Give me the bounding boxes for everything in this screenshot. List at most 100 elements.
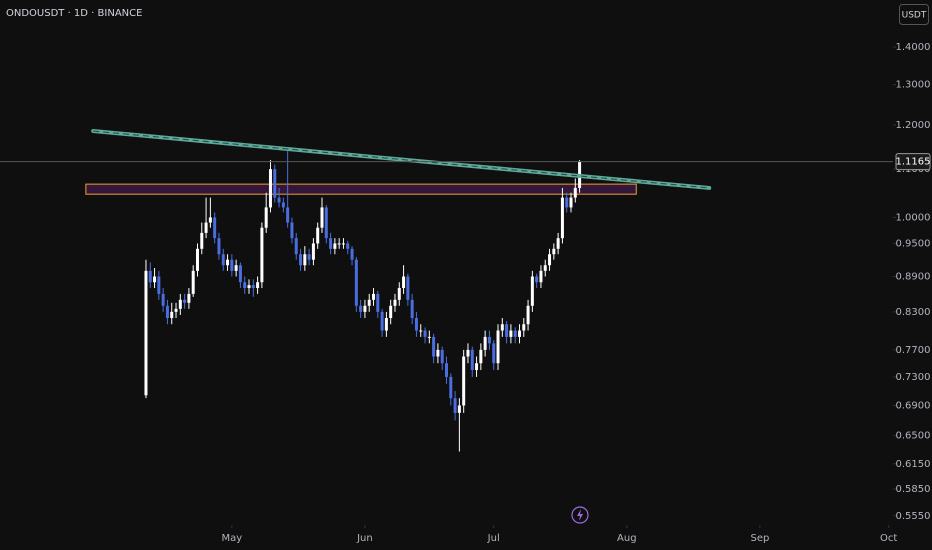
candle-body	[281, 202, 285, 208]
y-tick-label: 0.7300	[896, 372, 931, 383]
candle-body	[483, 336, 487, 350]
candle-body	[397, 288, 401, 300]
candle-body	[560, 197, 564, 239]
zone	[85, 183, 637, 195]
candle-body	[470, 349, 474, 371]
candle-body	[221, 254, 225, 266]
candle-body	[440, 349, 444, 364]
candle-body	[251, 285, 255, 289]
y-tick-label: 0.6900	[896, 400, 931, 411]
candle-body	[153, 276, 157, 283]
candle-body	[329, 238, 333, 249]
x-tick-label: Oct	[880, 533, 897, 544]
candle-body	[479, 349, 483, 364]
candle-body	[414, 318, 418, 331]
y-tick-label: 1.0000	[896, 212, 931, 223]
candle-body	[350, 248, 354, 260]
candle-body	[427, 336, 431, 338]
y-tick-label: 0.5850	[896, 484, 931, 495]
candle-body	[535, 276, 539, 283]
candle-body	[333, 243, 337, 249]
candle-body	[187, 293, 191, 303]
candle-body	[384, 318, 388, 331]
candle-body	[462, 356, 466, 406]
x-tick-label: Aug	[617, 533, 637, 544]
candle-body	[256, 282, 260, 289]
candle-body	[509, 330, 513, 337]
candle-body	[299, 254, 303, 266]
y-tick-label: 0.7700	[896, 345, 931, 356]
y-tick-label: 0.6150	[896, 459, 931, 470]
x-tick-label: Jul	[487, 533, 500, 544]
candle-body	[226, 259, 230, 266]
candle-body	[359, 305, 363, 312]
candle-body	[170, 311, 174, 319]
candle-body	[191, 270, 195, 294]
candle-body	[376, 293, 380, 312]
candle-body	[217, 238, 221, 255]
currency-label[interactable]: USDT	[902, 11, 927, 21]
candle-body	[213, 217, 217, 239]
candle-body	[389, 305, 393, 319]
candle-body	[230, 259, 234, 271]
candle-body	[157, 276, 161, 294]
candle-body	[406, 276, 410, 300]
candle-body	[500, 324, 504, 331]
candle-body	[165, 305, 169, 319]
y-tick-label: 1.3000	[896, 80, 931, 91]
candle-body	[354, 259, 358, 306]
candle-body	[290, 222, 294, 239]
y-tick-label: 0.9500	[896, 238, 931, 249]
y-tick-label: 0.5550	[896, 511, 931, 522]
candle-body	[148, 270, 152, 283]
candle-body	[247, 285, 251, 289]
candle-body	[286, 207, 290, 223]
candle-body	[316, 227, 320, 244]
candle-body	[174, 308, 178, 312]
candle-body	[363, 305, 367, 312]
y-tick-label: 0.8300	[896, 307, 931, 318]
candle-body	[277, 197, 281, 203]
candle-body	[144, 270, 148, 396]
x-tick-label: Sep	[750, 533, 769, 544]
candle-body	[303, 254, 307, 266]
candle-body	[402, 276, 406, 289]
candle-body	[320, 207, 324, 228]
candle-body	[337, 243, 341, 245]
candle-body	[565, 197, 569, 208]
candle-body	[260, 227, 264, 283]
replay-icon[interactable]	[571, 506, 589, 524]
trendline-dash	[93, 130, 710, 189]
candle-body	[161, 293, 165, 306]
candle-body	[372, 293, 376, 300]
x-tick-label: Jun	[356, 533, 373, 544]
candle-body	[444, 363, 449, 377]
candle-body	[487, 336, 491, 344]
candle-body	[539, 270, 543, 283]
candle-body	[569, 197, 573, 208]
candle-body	[513, 330, 517, 337]
candle-body	[423, 330, 427, 337]
x-tick-label: May	[221, 533, 242, 544]
candle-body	[522, 324, 526, 331]
candle-body	[268, 169, 272, 208]
candle-body	[195, 248, 199, 271]
candle-body	[273, 169, 277, 198]
candle-body	[307, 254, 311, 260]
candle-body	[496, 330, 500, 364]
candle-body	[341, 243, 345, 245]
candle-body	[436, 349, 440, 357]
candle-body	[208, 217, 212, 223]
y-tick-label: 1.2000	[896, 120, 931, 131]
candle-body	[526, 305, 530, 325]
candle-body	[449, 376, 453, 399]
candle-body	[183, 299, 187, 303]
currency-button[interactable]	[899, 4, 929, 25]
candle-body	[552, 248, 556, 255]
candle-body	[492, 343, 496, 364]
candle-body	[393, 299, 397, 306]
candle-body	[204, 222, 208, 233]
candle-body	[475, 363, 479, 371]
candle-body	[573, 187, 577, 198]
